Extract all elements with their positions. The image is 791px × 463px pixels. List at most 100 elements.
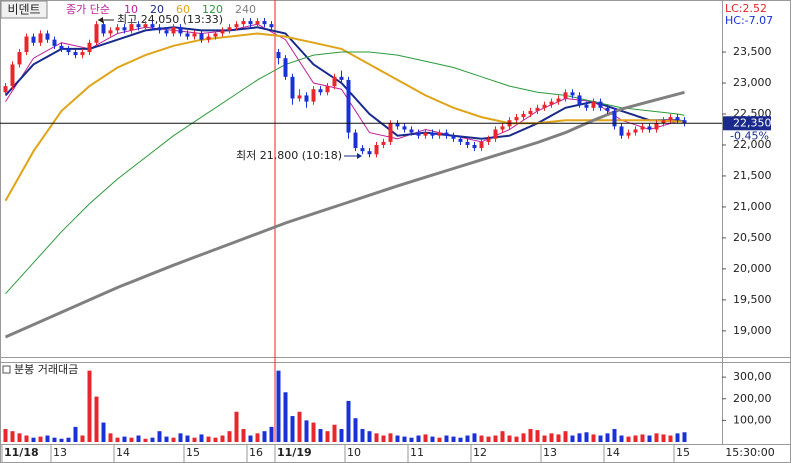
volume-bar <box>304 420 309 442</box>
volume-bar <box>241 429 246 442</box>
volume-bar <box>94 396 99 442</box>
candle-body <box>17 52 22 65</box>
y-tick-label: 23,000 <box>733 76 772 89</box>
candle-body <box>248 21 253 25</box>
volume-bar <box>143 438 148 442</box>
candle-body <box>220 30 225 34</box>
candle-body <box>31 36 36 43</box>
y-tick-label: 19,000 <box>733 324 772 337</box>
volume-bar <box>45 435 50 442</box>
x-tick-label: 14 <box>606 446 620 459</box>
y-tick-label: 21,000 <box>733 200 772 213</box>
volume-bar <box>178 433 183 442</box>
volume-bar <box>157 431 162 442</box>
volume-title: 분봉 거래대금 <box>14 363 78 376</box>
candle-body <box>591 101 596 108</box>
x-tick-label: 12 <box>473 446 487 459</box>
candle-body <box>150 24 155 28</box>
legend-entry: 60 <box>176 3 190 16</box>
volume-bar <box>626 436 631 442</box>
candle-body <box>192 33 197 37</box>
volume-bar <box>381 435 386 442</box>
volume-bar <box>248 435 253 442</box>
candle-body <box>283 58 288 77</box>
volume-bar <box>682 432 687 442</box>
volume-bar <box>311 422 316 442</box>
volume-bar <box>374 433 379 442</box>
volume-bar <box>654 433 659 442</box>
candle-body <box>535 107 540 111</box>
candle-body <box>206 36 211 40</box>
volume-bar <box>388 433 393 442</box>
candle-body <box>549 101 554 105</box>
legend: 10 20 60 120 240 <box>124 3 256 16</box>
last-price-box <box>723 116 771 131</box>
volume-bar <box>346 400 351 442</box>
volume-bar <box>24 435 29 442</box>
candle-body <box>290 76 295 99</box>
volume-bar <box>584 432 589 442</box>
volume-bar <box>115 437 120 442</box>
volume-bar <box>38 436 43 442</box>
candle-body <box>73 52 78 56</box>
candle-body <box>395 123 400 127</box>
volume-bar <box>122 436 127 442</box>
volume-bar <box>640 434 645 442</box>
candle-body <box>255 21 260 25</box>
candle-body <box>556 98 561 102</box>
volume-bar <box>598 435 603 442</box>
candle-body <box>101 24 106 34</box>
candle-body <box>479 141 484 149</box>
volume-bar <box>59 438 64 442</box>
y-tick-label: 300,00 <box>733 370 772 383</box>
candle-body <box>668 117 673 121</box>
candle-body <box>297 95 302 99</box>
candle-body <box>360 148 365 152</box>
candle-body <box>136 24 141 28</box>
volume-bar <box>500 431 505 442</box>
x-tick-label: 15 <box>186 446 200 459</box>
candle-body <box>675 117 680 121</box>
candle-body <box>598 101 603 108</box>
candle-body <box>430 132 435 136</box>
volume-bar <box>507 435 512 442</box>
candle-body <box>311 89 316 102</box>
volume-bar <box>129 437 134 442</box>
panel-icon <box>2 365 11 374</box>
candle-body <box>682 120 687 124</box>
candle-body <box>402 126 407 130</box>
x-tick-label: 15 <box>676 446 690 459</box>
candle-body <box>52 39 57 46</box>
volume-bar <box>402 436 407 442</box>
volume-bar <box>3 429 8 442</box>
volume-bar <box>52 437 57 442</box>
volume-bar <box>668 435 673 442</box>
volume-bar <box>171 437 176 442</box>
candle-body <box>465 141 470 145</box>
volume-bar <box>339 429 344 442</box>
volume-bar <box>325 431 330 442</box>
candle-body <box>318 89 323 93</box>
volume-bar <box>353 418 358 442</box>
volume-bar <box>570 435 575 442</box>
volume-bar <box>283 392 288 442</box>
last-price-label: 22,350 <box>733 116 772 129</box>
candle-body <box>577 95 582 105</box>
ticker-box[interactable] <box>0 0 48 19</box>
candle-body <box>45 33 50 40</box>
high-annotation: 최고 24,050 (13:33) <box>117 13 223 26</box>
low-arrow <box>344 153 362 159</box>
volume-bar <box>31 437 36 442</box>
volume-bar <box>360 429 365 442</box>
volume-bar <box>199 434 204 442</box>
x-tick-label: 11/18 <box>4 446 39 459</box>
volume-bar <box>416 435 421 442</box>
candle-body <box>66 48 71 53</box>
volume-bar <box>17 433 22 442</box>
candle-body <box>626 132 631 136</box>
y-tick-label: 200,00 <box>733 392 772 405</box>
candle-body <box>213 33 218 37</box>
candle-body <box>423 132 428 136</box>
candle-body <box>10 64 15 87</box>
